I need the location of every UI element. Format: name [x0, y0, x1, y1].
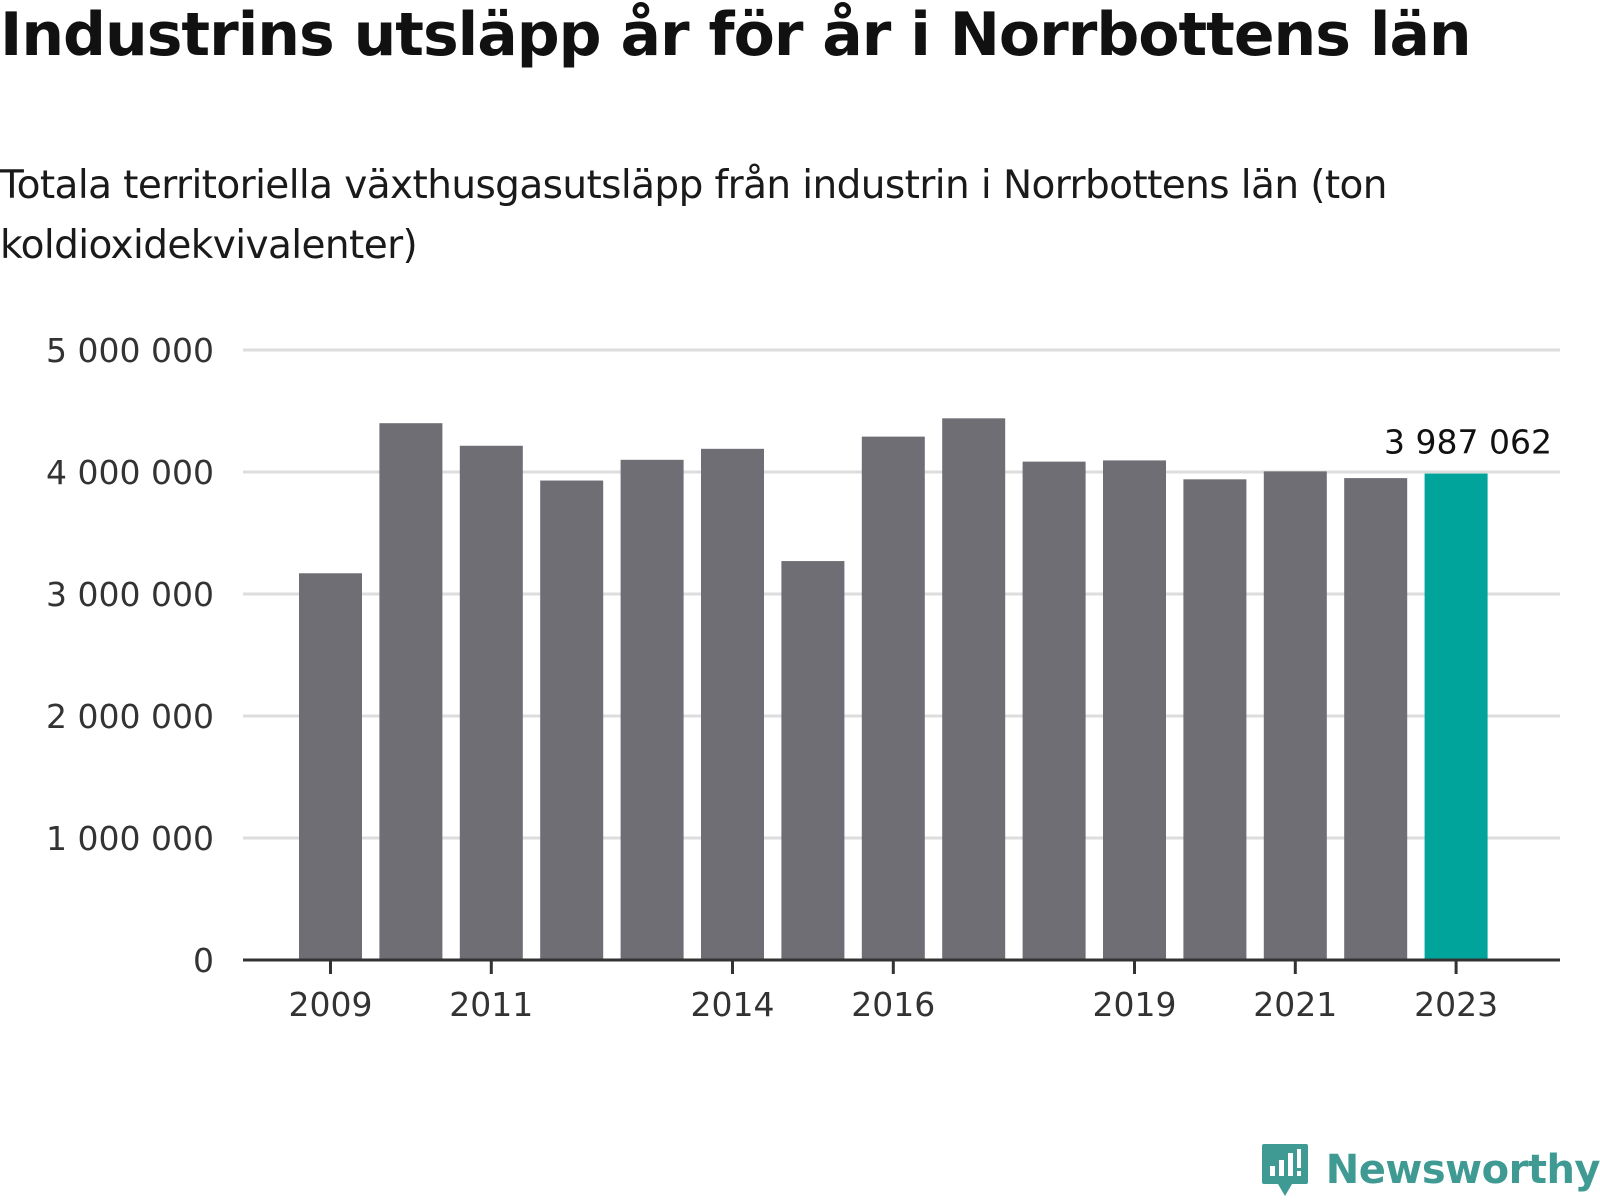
y-tick-label: 4 000 000	[46, 453, 214, 492]
bar-2013	[620, 459, 684, 960]
bar-2022	[1344, 478, 1408, 960]
bar-2015	[781, 561, 845, 960]
y-axis-ticks: 0 1 000 000 2 000 000 3 000 000 4 000 000 5 0…	[46, 331, 214, 980]
x-tick-label-2019: 2019	[1093, 985, 1177, 1024]
bar-2014	[701, 448, 764, 960]
x-axis-ticks: 2009 2011 2014 2016 2019 2021 2023	[289, 960, 1498, 1024]
newsworthy-logo: Newsworthy	[1260, 1140, 1600, 1200]
y-tick-label: 0	[193, 941, 214, 980]
x-tick-label-2011: 2011	[449, 985, 533, 1024]
chart-subtitle: Totala territoriella växthusgasutsläpp f…	[0, 163, 1388, 268]
logo-text: Newsworthy	[1325, 1147, 1600, 1193]
bar-2009	[299, 573, 362, 960]
bar-2010	[379, 423, 443, 960]
bar-2012	[540, 480, 604, 960]
x-tick-label-2016: 2016	[851, 985, 935, 1024]
x-tick-label-2021: 2021	[1253, 985, 1337, 1024]
bar-chart-icon	[1261, 1144, 1308, 1196]
bars	[299, 418, 1488, 960]
bar-2023	[1424, 473, 1488, 960]
y-tick-label: 1 000 000	[46, 819, 214, 858]
y-tick-label: 2 000 000	[46, 697, 214, 736]
bar-chart: 0 1 000 000 2 000 000 3 000 000 4 000 000 5 0…	[46, 331, 1560, 1024]
x-tick-label-2009: 2009	[289, 985, 373, 1024]
bar-2011	[459, 445, 523, 960]
bar-2019	[1103, 460, 1166, 960]
x-tick-label-2014: 2014	[691, 985, 775, 1024]
y-tick-label: 3 000 000	[46, 575, 214, 614]
bar-2020	[1183, 479, 1247, 960]
bar-2018	[1022, 461, 1086, 960]
y-tick-label: 5 000 000	[46, 331, 214, 370]
chart-title: Industrins utsläpp år för år i Norrbotte…	[0, 0, 1472, 70]
x-tick-label-2023: 2023	[1414, 985, 1498, 1024]
data-label-2023: 3 987 062	[1384, 423, 1552, 462]
bar-2016	[861, 436, 925, 960]
bar-2017	[942, 418, 1006, 960]
data-labels: 3 987 062	[1384, 423, 1552, 462]
bar-2021	[1263, 471, 1327, 960]
